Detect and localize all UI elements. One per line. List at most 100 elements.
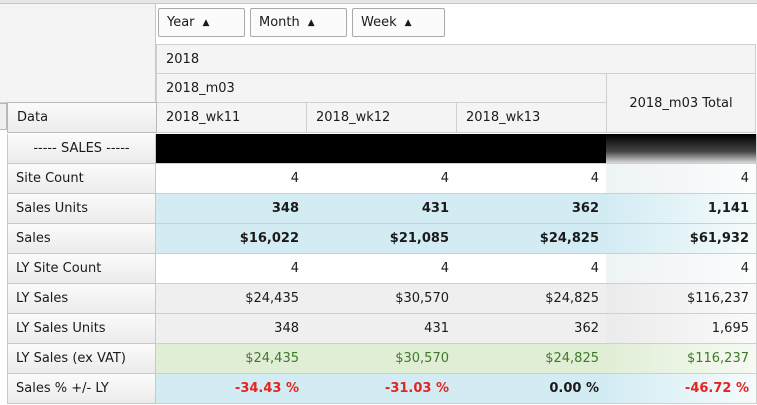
year-field-button[interactable]: Year ▲ — [158, 8, 245, 37]
section-band-cell[interactable] — [156, 134, 307, 164]
section-band-cell[interactable] — [306, 134, 457, 164]
pivot-cell[interactable]: 431 — [306, 194, 457, 224]
pivot-total-cell[interactable]: 1,141 — [606, 194, 757, 224]
row-label: Sales Units — [16, 201, 88, 216]
cell-value: 0.00 % — [549, 381, 599, 396]
cell-value: $116,237 — [686, 291, 749, 306]
pivot-cell[interactable]: 4 — [456, 164, 607, 194]
pivot-cell[interactable]: $24,825 — [456, 284, 607, 314]
row-header-ly-sales: LY Sales — [7, 284, 156, 314]
week-header-label: 2018_wk11 — [166, 110, 241, 125]
pivot-cell[interactable]: 348 — [156, 314, 307, 344]
pivot-total-cell[interactable]: 4 — [606, 164, 757, 194]
week-header-wk12[interactable]: 2018_wk12 — [306, 102, 457, 133]
week-header-label: 2018_wk13 — [466, 110, 541, 125]
row-label: ----- SALES ----- — [33, 141, 130, 156]
cell-value: $21,085 — [389, 231, 449, 246]
cell-value: 1,141 — [707, 201, 749, 216]
cell-value: 4 — [590, 171, 599, 186]
sort-up-icon: ▲ — [202, 17, 210, 28]
pivot-cell[interactable]: 4 — [306, 164, 457, 194]
cell-value: 4 — [440, 171, 449, 186]
row-header-ly-site-count: LY Site Count — [7, 254, 156, 284]
row-label: LY Sales Units — [16, 321, 106, 336]
row-header-ly-sales-ex-vat: LY Sales (ex VAT) — [7, 344, 156, 374]
cell-value: $30,570 — [395, 291, 449, 306]
pivot-cell[interactable]: 4 — [156, 254, 307, 284]
cell-value: $30,570 — [395, 351, 449, 366]
month-field-label: Month — [259, 15, 300, 30]
section-band-total-cell[interactable] — [606, 134, 757, 164]
cell-value: 4 — [590, 261, 599, 276]
week-header-wk13[interactable]: 2018_wk13 — [456, 102, 607, 133]
cell-value: $24,825 — [539, 231, 599, 246]
row-label: Sales % +/- LY — [16, 381, 109, 396]
row-label: Site Count — [16, 171, 84, 186]
pivot-cell[interactable]: $30,570 — [306, 284, 457, 314]
pivot-cell[interactable]: 4 — [456, 254, 607, 284]
pivot-corner — [0, 4, 156, 103]
pivot-cell[interactable]: $16,022 — [156, 224, 307, 254]
pivot-total-cell[interactable]: $61,932 — [606, 224, 757, 254]
cell-value: 348 — [274, 321, 299, 336]
cell-value: 4 — [290, 171, 299, 186]
pivot-cell[interactable]: $24,435 — [156, 344, 307, 374]
cell-value: -31.03 % — [384, 381, 449, 396]
pivot-cell[interactable]: -34.43 % — [156, 374, 307, 404]
cell-value: $61,932 — [689, 231, 749, 246]
cell-value: $116,237 — [686, 351, 749, 366]
pivot-total-cell[interactable]: $116,237 — [606, 344, 757, 374]
pivot-total-cell[interactable]: 4 — [606, 254, 757, 284]
cell-value: 4 — [740, 261, 749, 276]
pivot-cell[interactable]: $24,825 — [456, 224, 607, 254]
cell-value: $24,825 — [545, 351, 599, 366]
cell-value: 431 — [424, 321, 449, 336]
pivot-cell[interactable]: 362 — [456, 314, 607, 344]
cell-value: $24,435 — [245, 291, 299, 306]
row-header-sales-pct-ly: Sales % +/- LY — [7, 374, 156, 404]
cell-value: 4 — [290, 261, 299, 276]
data-field-header[interactable]: Data — [7, 102, 157, 133]
pivot-cell[interactable]: $24,435 — [156, 284, 307, 314]
cell-value: 4 — [440, 261, 449, 276]
month-header-label: 2018_m03 — [166, 80, 235, 96]
row-header-sales: Sales — [7, 224, 156, 254]
row-label: LY Sales (ex VAT) — [16, 351, 126, 366]
month-field-button[interactable]: Month ▲ — [250, 8, 347, 37]
row-header-ly-sales-units: LY Sales Units — [7, 314, 156, 344]
pivot-cell[interactable]: $30,570 — [306, 344, 457, 374]
row-header-sales-section: ----- SALES ----- — [7, 134, 156, 164]
row-label: LY Site Count — [16, 261, 102, 276]
section-band-cell[interactable] — [456, 134, 607, 164]
pivot-cell[interactable]: $21,085 — [306, 224, 457, 254]
month-total-header[interactable]: 2018_m03 Total — [606, 73, 756, 133]
cell-value: $24,825 — [545, 291, 599, 306]
month-total-label: 2018_m03 Total — [629, 95, 733, 111]
week-header-wk11[interactable]: 2018_wk11 — [156, 102, 307, 133]
cell-value: 1,695 — [711, 321, 749, 336]
row-label: LY Sales — [16, 291, 69, 306]
cell-value: $24,435 — [245, 351, 299, 366]
year-header[interactable]: 2018 — [156, 44, 756, 74]
pivot-total-cell[interactable]: -46.72 % — [606, 374, 757, 404]
pivot-total-cell[interactable]: $116,237 — [606, 284, 757, 314]
cell-value: -46.72 % — [684, 381, 749, 396]
pivot-cell[interactable]: 4 — [306, 254, 457, 284]
pivot-cell[interactable]: 431 — [306, 314, 457, 344]
cell-value: 362 — [571, 201, 599, 216]
year-field-label: Year — [167, 15, 195, 30]
row-header-sales-units: Sales Units — [7, 194, 156, 224]
pivot-total-cell[interactable]: 1,695 — [606, 314, 757, 344]
week-field-button[interactable]: Week ▲ — [352, 8, 445, 37]
year-header-label: 2018 — [166, 51, 200, 67]
pivot-cell[interactable]: 4 — [156, 164, 307, 194]
pivot-cell[interactable]: $24,825 — [456, 344, 607, 374]
pivot-cell[interactable]: 362 — [456, 194, 607, 224]
top-border — [0, 0, 757, 4]
month-header[interactable]: 2018_m03 — [156, 73, 607, 103]
pivot-cell[interactable]: 0.00 % — [456, 374, 607, 404]
pivot-cell[interactable]: 348 — [156, 194, 307, 224]
pivot-cell[interactable]: -31.03 % — [306, 374, 457, 404]
row-area-stub — [0, 103, 7, 130]
cell-value: $16,022 — [239, 231, 299, 246]
